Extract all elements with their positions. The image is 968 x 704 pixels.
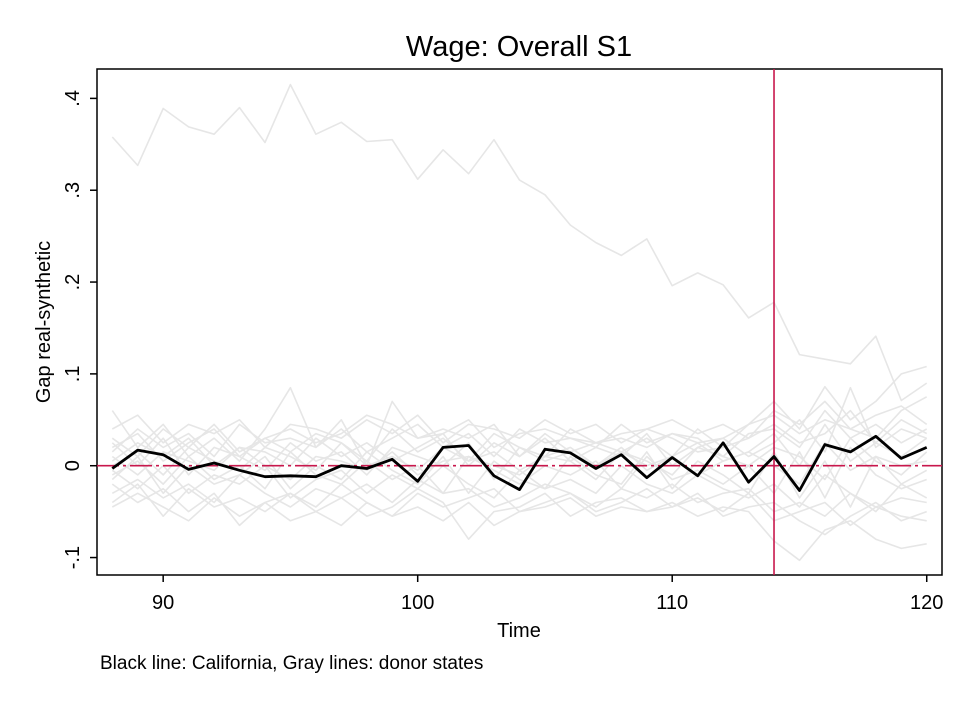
- donor-series-line: [111, 83, 928, 402]
- plot-frame: [96, 68, 943, 576]
- chart-note: Black line: California, Gray lines: dono…: [100, 653, 483, 674]
- plot-area: [96, 68, 943, 576]
- donor-series-line: [111, 386, 927, 467]
- donor-series-line: [111, 409, 928, 462]
- donor-series-line: [111, 451, 928, 508]
- donor-series-line: [111, 409, 928, 458]
- reference-lines: [97, 69, 942, 575]
- y-axis-label: Gap real-synthetic: [33, 241, 55, 403]
- x-axis-label: Time: [497, 620, 541, 642]
- x-tick-label: 90: [152, 592, 174, 614]
- axes: 90 100 110 120 -.1 0 .1 .2 .3 .4: [62, 90, 943, 614]
- donor-series-line: [111, 400, 928, 449]
- y-tick-label: .2: [62, 274, 84, 291]
- y-tick-label: -.1: [62, 546, 84, 569]
- treated-series-group: [111, 434, 928, 492]
- donor-series-line: [111, 437, 928, 481]
- chart-title: Wage: Overall S1: [406, 31, 632, 63]
- california-series-line: [111, 434, 928, 492]
- x-tick-label: 120: [910, 592, 943, 614]
- x-tick-label: 110: [656, 592, 688, 614]
- y-tick-label: .4: [62, 90, 84, 107]
- donor-series-line: [111, 483, 927, 527]
- series-group: [111, 83, 928, 562]
- donor-series-line: [111, 474, 927, 518]
- y-tick-label: .3: [62, 182, 84, 199]
- y-tick-label: 0: [62, 460, 84, 471]
- y-tick-label: .1: [62, 366, 84, 383]
- x-tick-label: 100: [401, 592, 434, 614]
